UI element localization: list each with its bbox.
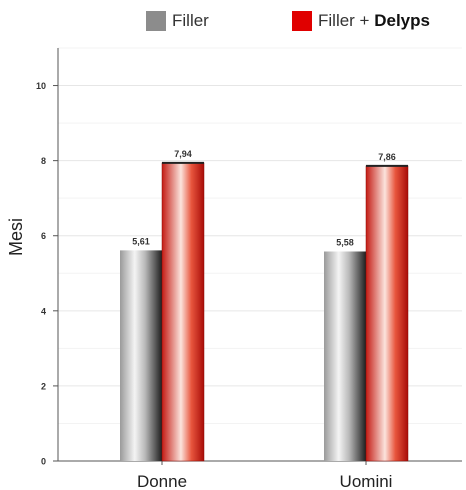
bars xyxy=(120,161,409,462)
legend-swatch-filler xyxy=(146,11,166,31)
legend-swatch-filler-delyps xyxy=(292,11,312,31)
y-tick-label: 0 xyxy=(41,457,46,467)
data-label: 5,58 xyxy=(336,237,354,247)
data-labels: 5,61 7,94 5,58 7,86 xyxy=(132,149,396,248)
bar-filler-delyps-uomini xyxy=(365,165,409,462)
x-tick-label: Donne xyxy=(137,472,187,490)
legend-item-filler: Filler xyxy=(146,8,209,34)
bar-filler-uomini xyxy=(324,251,366,461)
legend: Filler Filler + Delyps xyxy=(0,8,466,34)
data-label: 7,86 xyxy=(378,152,396,162)
y-tick-label: 4 xyxy=(41,306,46,316)
data-label: 5,61 xyxy=(132,236,150,246)
y-tick-label: 2 xyxy=(41,381,46,391)
legend-label-delyps: Delyps xyxy=(374,11,430,30)
bar-filler-delyps-donne xyxy=(161,162,205,462)
y-tick-label: 8 xyxy=(41,156,46,166)
legend-label-filler-plus: Filler + xyxy=(318,11,375,30)
legend-label-filler: Filler xyxy=(172,11,209,30)
legend-label-filler-delyps: Filler + Delyps xyxy=(318,11,430,31)
y-tick-label: 6 xyxy=(41,231,46,241)
x-tick-label: Uomini xyxy=(340,472,393,490)
legend-item-filler-delyps: Filler + Delyps xyxy=(292,8,430,34)
y-tick-label: 10 xyxy=(36,81,46,91)
data-label: 7,94 xyxy=(174,149,192,159)
bar-filler-donne xyxy=(120,250,162,461)
